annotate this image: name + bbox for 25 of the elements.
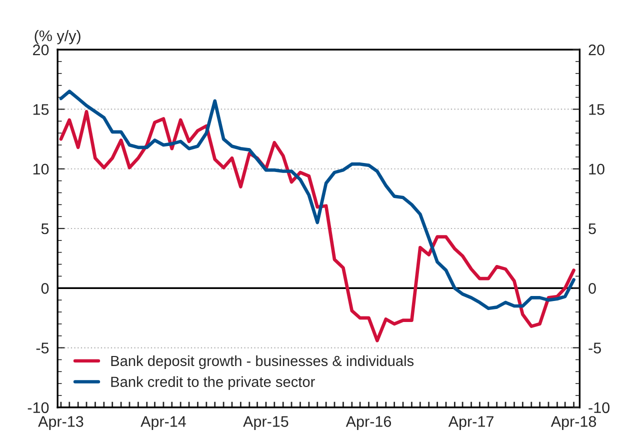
x-tick-label: Apr-18 — [550, 416, 596, 430]
y2-tick-label: 10 — [589, 164, 604, 175]
y2-tick-label: -5 — [588, 342, 601, 354]
y-tick-label: -10 — [28, 402, 49, 414]
y-axis-title: (% y/y) — [34, 30, 80, 44]
y2-tick-label: -10 — [588, 402, 610, 414]
x-tick-label: Apr-15 — [243, 416, 288, 430]
y-tick-label: 10 — [33, 164, 49, 175]
x-tick-label: Apr-16 — [346, 416, 392, 430]
y-tick-label: 20 — [33, 44, 49, 56]
y-tick-label: 15 — [33, 104, 49, 115]
y-tick-label: -5 — [36, 342, 49, 354]
y-tick-label: 5 — [41, 224, 49, 234]
x-tick-label: Apr-14 — [140, 416, 186, 430]
y-tick-label: 0 — [41, 283, 49, 294]
x-tick-label: Apr-13 — [38, 416, 84, 430]
y2-tick-label: 5 — [588, 224, 596, 234]
line-series — [59, 110, 576, 342]
y2-tick-label: 15 — [589, 104, 604, 115]
x-tick-label: Apr-17 — [448, 416, 494, 430]
y2-tick-label: 20 — [588, 44, 604, 56]
legend-label: Bank credit to the private sector — [111, 376, 315, 390]
y2-tick-label: 0 — [588, 283, 596, 294]
line-series — [59, 90, 576, 310]
legend-label: Bank deposit growth - businesses & individuals — [111, 355, 414, 370]
